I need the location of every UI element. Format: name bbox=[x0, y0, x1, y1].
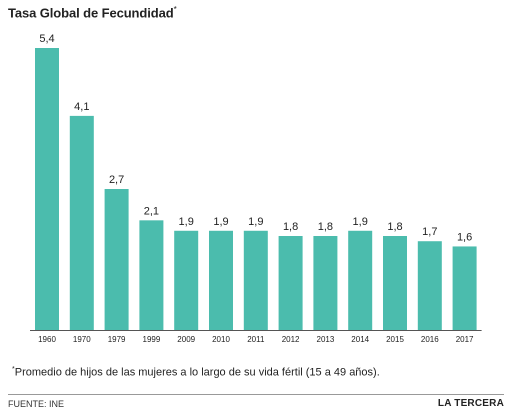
x-tick-label: 1970 bbox=[73, 335, 91, 344]
x-tick-label: 2015 bbox=[386, 335, 404, 344]
x-tick-label: 2016 bbox=[421, 335, 439, 344]
data-label: 2,7 bbox=[109, 174, 124, 186]
title-asterisk: * bbox=[173, 5, 177, 14]
bar bbox=[69, 115, 94, 330]
brand-logo: LA TERCERA bbox=[437, 398, 504, 409]
bar bbox=[104, 189, 129, 330]
data-label: 1,9 bbox=[179, 216, 194, 228]
bar bbox=[348, 230, 373, 330]
bar bbox=[417, 241, 442, 330]
data-label: 2,1 bbox=[144, 205, 159, 217]
data-label: 1,9 bbox=[248, 216, 263, 228]
bar bbox=[139, 220, 164, 330]
data-label: 1,8 bbox=[387, 221, 402, 233]
data-label: 1,9 bbox=[213, 216, 228, 228]
data-label: 1,6 bbox=[457, 231, 472, 243]
x-tick-label: 1999 bbox=[143, 335, 161, 344]
x-tick-label: 2009 bbox=[177, 335, 195, 344]
footnote: *Promedio de hijos de las mujeres a lo l… bbox=[12, 366, 380, 379]
bar bbox=[383, 236, 407, 330]
bar-chart: 5,4 1960 4,1 1970 2,7 1979 2,1 1999 1,9 2009 1,9 20… bbox=[30, 33, 482, 344]
x-tick-label: 2013 bbox=[317, 335, 335, 344]
bar bbox=[209, 230, 233, 330]
footnote-asterisk: * bbox=[12, 366, 15, 373]
x-tick-label: 2012 bbox=[282, 335, 300, 344]
data-label: 1,8 bbox=[283, 221, 298, 233]
footer-divider bbox=[8, 394, 504, 395]
x-tick-label: 2010 bbox=[212, 335, 230, 344]
bar bbox=[35, 48, 59, 330]
bar bbox=[243, 230, 268, 330]
chart-title: Tasa Global de Fecundidad* bbox=[8, 5, 177, 21]
bar bbox=[278, 236, 303, 330]
data-label: 1,9 bbox=[353, 216, 368, 228]
data-label: 5,4 bbox=[39, 33, 54, 45]
bar bbox=[313, 236, 338, 330]
x-tick-label: 2017 bbox=[456, 335, 474, 344]
data-label: 1,8 bbox=[318, 221, 333, 233]
footnote-text: Promedio de hijos de las mujeres a lo la… bbox=[14, 366, 380, 379]
x-tick-label: 2011 bbox=[247, 335, 265, 344]
x-tick-label: 2014 bbox=[351, 335, 369, 344]
bar bbox=[452, 246, 477, 330]
x-tick-label: 1960 bbox=[38, 335, 56, 344]
source-label: FUENTE: INE bbox=[8, 399, 65, 409]
x-tick-label: 1979 bbox=[108, 335, 126, 344]
bar bbox=[174, 230, 199, 330]
data-label: 4,1 bbox=[74, 101, 89, 113]
data-label: 1,7 bbox=[422, 226, 437, 238]
